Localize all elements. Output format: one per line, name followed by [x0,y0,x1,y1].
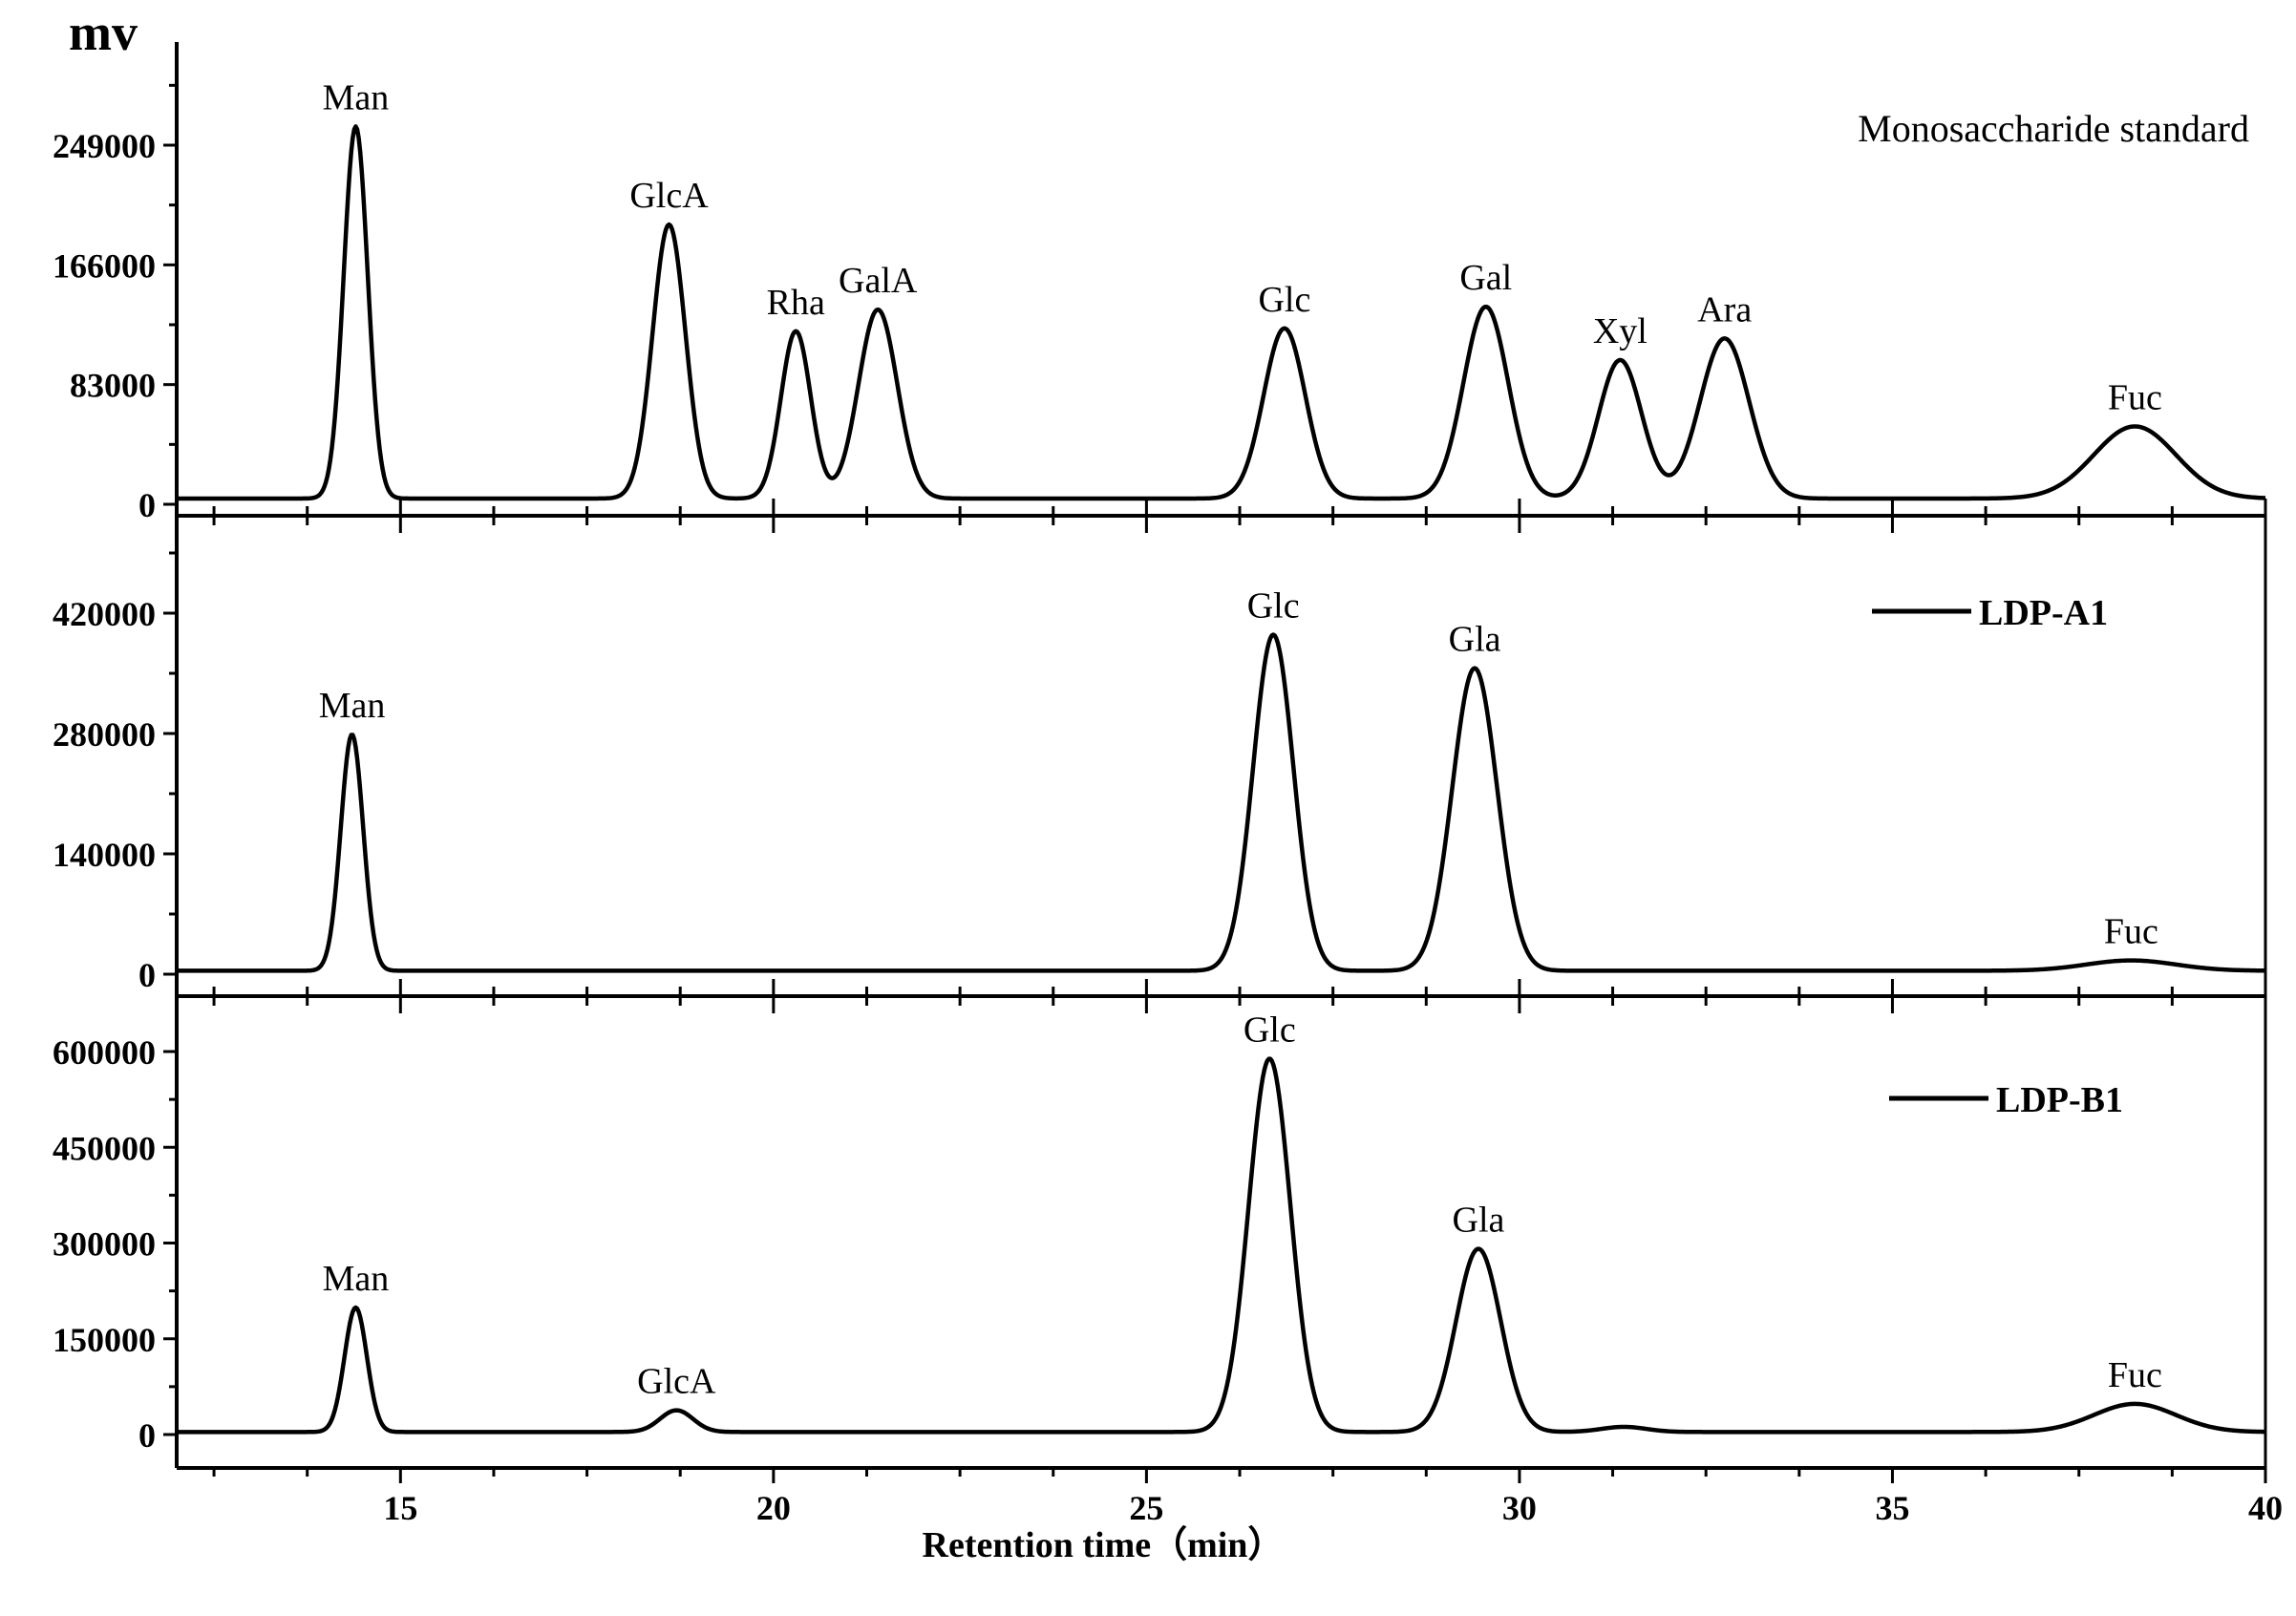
peak-label: Rha [767,283,825,323]
y-tick-label: 300000 [53,1225,156,1264]
y-unit-label: mv [69,4,138,61]
peak-label: Xyl [1593,311,1648,351]
chart-panels: 0 83000 166000 249000 Man GlcA Rha GalA Glc Gal Xy… [53,42,2267,1470]
series-line-monosaccharide-standard [176,124,2266,501]
peak-label: Gla [1449,620,1501,660]
peak-label: Gal [1459,258,1512,298]
panel-title: Monosaccharide standard [1858,107,2249,150]
y-tick-label: 150000 [53,1321,156,1359]
y-tick-label: 280000 [53,715,156,754]
x-tick-label: 35 [1875,1489,1909,1527]
legend-label: LDP-B1 [1996,1080,2123,1120]
x-tick-label: 30 [1502,1489,1537,1527]
y-tick-label: 420000 [53,595,156,633]
peak-label: Ara [1697,289,1752,330]
peak-label: Man [319,686,386,726]
x-tick-label: 40 [2248,1489,2283,1527]
y-tick-label: 83000 [70,367,156,405]
peak-label: GlcA [629,176,709,216]
peak-label: Fuc [2108,1355,2162,1395]
y-tick-label: 249000 [53,127,156,165]
peak-label: Glc [1244,1010,1296,1050]
x-axis: 15 20 25 30 35 40 [212,1468,2283,1527]
peak-label: Fuc [2104,912,2158,952]
y-tick-label: 0 [138,1416,156,1455]
series-line-ldp-a1 [176,632,2266,973]
x-tick-label: 15 [383,1489,417,1527]
series-line-ldp-b1 [176,1056,2266,1435]
panel-1: 0 83000 166000 249000 Man GlcA Rha GalA Glc Gal Xy… [53,42,2267,524]
x-tick-label: 25 [1129,1489,1163,1527]
peak-label: Glc [1258,280,1310,320]
legend-label: LDP-A1 [1979,593,2108,633]
y-tick-label: 0 [138,956,156,994]
peak-label: Man [323,77,390,117]
x-tick-label: 20 [756,1489,791,1527]
y-tick-label: 140000 [53,836,156,874]
panel-2: 0 140000 280000 420000 Man Glc Gla Fuc LDP-A1 [53,516,2267,998]
peak-label: GlcA [637,1362,716,1402]
panel-3: 0 150000 300000 450000 600000 Man GlcA Glc Gla Fu… [53,996,2267,1470]
peak-label: GalA [839,261,918,301]
y-tick-label: 0 [138,486,156,524]
peak-label: Glc [1247,586,1300,627]
peak-label: Gla [1453,1201,1505,1241]
y-tick-label: 450000 [53,1129,156,1167]
y-tick-label: 166000 [53,246,156,285]
peak-label: Fuc [2108,377,2162,417]
x-axis-title: Retention time（min） [923,1525,1285,1565]
y-tick-label: 600000 [53,1033,156,1072]
peak-label: Man [323,1259,390,1299]
